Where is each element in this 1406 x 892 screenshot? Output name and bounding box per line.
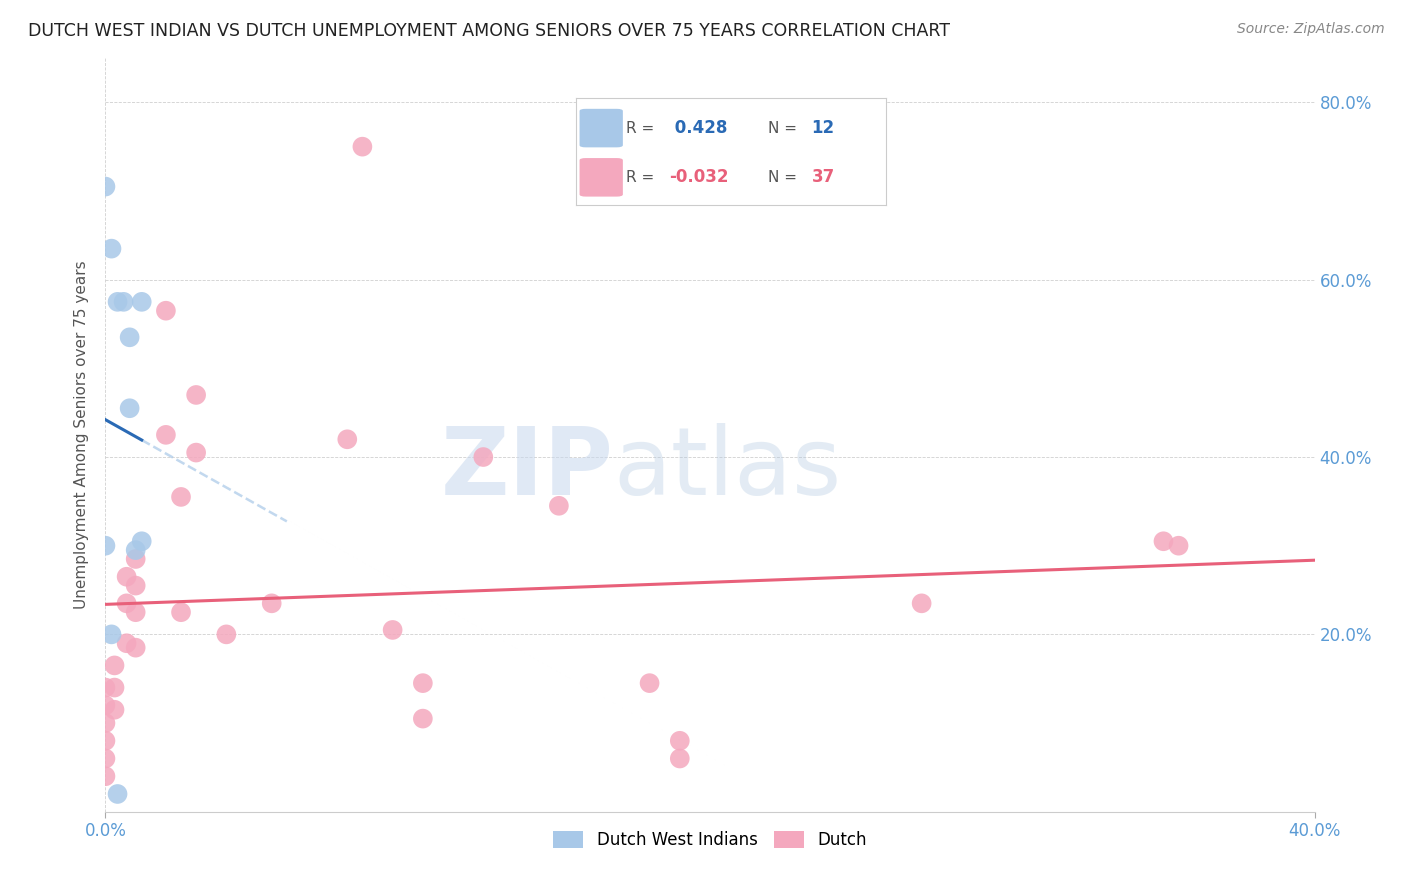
Point	[215, 627, 238, 641]
Point	[911, 596, 934, 610]
Point	[1153, 534, 1175, 549]
Point	[115, 596, 138, 610]
Point	[103, 658, 125, 673]
Text: 12: 12	[811, 120, 835, 137]
Point	[669, 733, 692, 747]
Point	[352, 139, 374, 153]
Point	[260, 596, 283, 610]
Point	[124, 640, 148, 655]
Point	[94, 539, 117, 553]
Point	[124, 543, 148, 558]
Legend: Dutch West Indians, Dutch: Dutch West Indians, Dutch	[547, 824, 873, 856]
Text: ZIP: ZIP	[440, 423, 613, 515]
Y-axis label: Unemployment Among Seniors over 75 years: Unemployment Among Seniors over 75 years	[75, 260, 90, 609]
Point	[94, 179, 117, 194]
Text: DUTCH WEST INDIAN VS DUTCH UNEMPLOYMENT AMONG SENIORS OVER 75 YEARS CORRELATION : DUTCH WEST INDIAN VS DUTCH UNEMPLOYMENT …	[28, 22, 950, 40]
Text: N =: N =	[768, 120, 801, 136]
Point	[118, 330, 141, 344]
Point	[103, 681, 125, 695]
Point	[124, 552, 148, 566]
Point	[638, 676, 661, 690]
Point	[112, 294, 135, 309]
FancyBboxPatch shape	[579, 109, 623, 147]
Point	[669, 751, 692, 765]
Point	[186, 388, 208, 402]
Point	[115, 570, 138, 584]
Point	[548, 499, 571, 513]
Point	[94, 751, 117, 765]
Text: atlas: atlas	[613, 423, 842, 515]
Point	[94, 681, 117, 695]
Point	[103, 703, 125, 717]
Point	[186, 445, 208, 459]
Point	[107, 787, 129, 801]
Point	[170, 605, 193, 619]
Point	[155, 427, 177, 442]
Text: R =: R =	[626, 120, 659, 136]
Point	[381, 623, 404, 637]
Point	[94, 733, 117, 747]
Point	[412, 712, 434, 726]
Point	[131, 294, 153, 309]
Text: Source: ZipAtlas.com: Source: ZipAtlas.com	[1237, 22, 1385, 37]
Point	[115, 636, 138, 650]
Point	[118, 401, 141, 416]
Point	[336, 432, 359, 446]
Point	[100, 627, 122, 641]
Point	[124, 605, 148, 619]
Point	[170, 490, 193, 504]
Text: R =: R =	[626, 169, 659, 185]
Point	[472, 450, 495, 464]
Text: 37: 37	[811, 169, 835, 186]
Point	[94, 698, 117, 713]
Point	[94, 769, 117, 783]
Text: 0.428: 0.428	[669, 120, 728, 137]
Point	[131, 534, 153, 549]
Point	[94, 716, 117, 731]
Text: -0.032: -0.032	[669, 169, 728, 186]
Point	[412, 676, 434, 690]
FancyBboxPatch shape	[579, 158, 623, 196]
Point	[124, 578, 148, 592]
Text: N =: N =	[768, 169, 801, 185]
Point	[100, 242, 122, 256]
Point	[1167, 539, 1189, 553]
Point	[155, 303, 177, 318]
Point	[107, 294, 129, 309]
